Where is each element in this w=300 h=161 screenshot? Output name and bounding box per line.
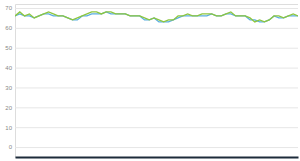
- y-tick: 10: [5, 125, 298, 131]
- grid-line: [15, 68, 298, 69]
- plot: 0 10 20 30 40 50 60 70: [5, 5, 298, 158]
- grid-line: [15, 48, 298, 49]
- y-tick-label: 60: [5, 25, 12, 31]
- x-axis: [16, 157, 299, 158]
- y-tick-label: 40: [5, 65, 12, 71]
- y-tick-label: 50: [5, 45, 12, 51]
- grid-line: [15, 28, 298, 29]
- y-tick-label: 0: [9, 144, 13, 150]
- y-axis-line: [16, 5, 299, 158]
- grid-line: [15, 147, 298, 148]
- y-tick: 70: [5, 5, 298, 11]
- grid-line: [15, 87, 298, 88]
- x-axis-line: [16, 157, 299, 159]
- y-tick: 20: [5, 105, 298, 111]
- series-group: [15, 12, 298, 22]
- grid-line: [15, 127, 298, 128]
- y-tick-label: 20: [5, 105, 12, 111]
- grid-line: [15, 107, 298, 108]
- grid-line: [15, 8, 298, 9]
- y-tick: 60: [5, 25, 298, 31]
- y-tick-label: 10: [5, 125, 12, 131]
- series-line: [15, 12, 298, 22]
- y-tick: 50: [5, 45, 298, 51]
- chart: 0 10 20 30 40 50 60 70: [0, 0, 300, 161]
- series-line: [15, 12, 298, 22]
- y-tick: 40: [5, 65, 298, 71]
- y-tick-label: 70: [5, 5, 12, 11]
- y-tick: 0: [9, 144, 298, 150]
- y-axis: 0 10 20 30 40 50 60 70: [5, 5, 298, 158]
- y-tick-label: 30: [5, 85, 12, 91]
- y-tick: 30: [5, 85, 298, 91]
- chart-container: 0 10 20 30 40 50 60 70: [0, 0, 300, 161]
